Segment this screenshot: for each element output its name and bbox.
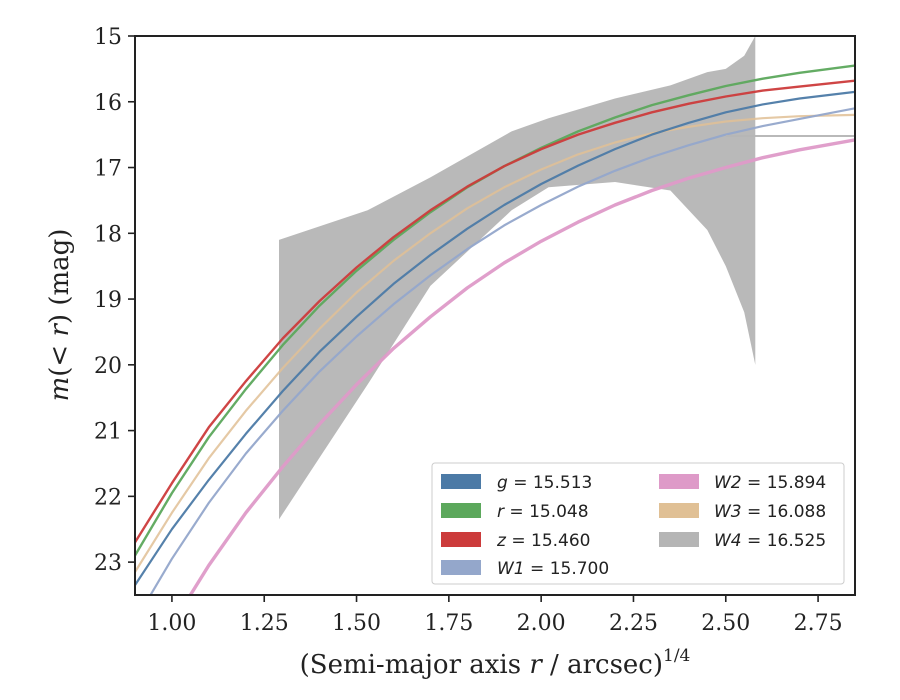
x-tick-label: 2.25 [609,611,658,636]
legend-label-w3: W3 = 16.088 [714,502,826,522]
y-tick-label: 20 [94,354,122,379]
y-tick-label: 15 [94,25,122,50]
x-axis-label: (Semi-major axis r / arcsec)1/4 [300,646,691,680]
x-tick-label: 2.75 [794,611,843,636]
tick-layer: 1.00 1.25 1.50 1.75 2.00 2.25 2.50 2.75 15 16 17 18… [94,25,843,636]
x-tick-label: 1.00 [147,611,196,636]
y-tick-label: 17 [94,157,122,182]
legend-label-w2: W2 = 15.894 [714,473,826,493]
x-tick-label: 1.25 [240,611,289,636]
y-tick-label: 23 [94,551,122,576]
legend-swatch-r [441,503,481,518]
series-line-w2 [188,138,855,595]
x-tick-label: 2.00 [517,611,566,636]
y-tick-label: 22 [94,485,122,510]
series-line-g [135,90,855,586]
y-tick-label: 18 [94,222,122,247]
legend-label-w1: W1 = 15.700 [497,559,609,579]
x-axis-label-superscript: 1/4 [663,646,690,666]
x-tick-label: 1.50 [332,611,381,636]
x-tick-label: 2.50 [701,611,750,636]
y-tick-label: 21 [94,420,122,445]
y-tick-label: 19 [94,288,122,313]
series-line-w1 [149,107,855,595]
series-line-w3 [135,113,855,573]
legend: g = 15.513 r = 15.048 z = 15.460 W1 = 15… [431,462,845,585]
legend-swatch-w2 [659,474,699,489]
legend-box [431,462,845,585]
legend-swatch-w1 [441,560,481,575]
series-line-z [135,79,855,544]
legend-label-z: z = 15.460 [496,531,590,551]
x-tick-label: 1.75 [424,611,473,636]
legend-swatch-w4 [659,532,699,547]
uncertainty-band-layer [279,36,756,520]
legend-label-r: r = 15.048 [497,502,589,522]
legend-swatch-z [441,532,481,547]
series-layer [135,64,855,595]
plot-frame [134,35,856,596]
y-tick-label: 16 [94,91,122,116]
legend-label-w4: W4 = 16.525 [714,531,826,551]
legend-swatch-g [441,474,481,489]
legend-label-g: g = 15.513 [497,473,592,493]
band-w4 [279,36,756,520]
y-axis-label: m(< r) (mag) [45,229,75,402]
legend-swatch-w3 [659,503,699,518]
